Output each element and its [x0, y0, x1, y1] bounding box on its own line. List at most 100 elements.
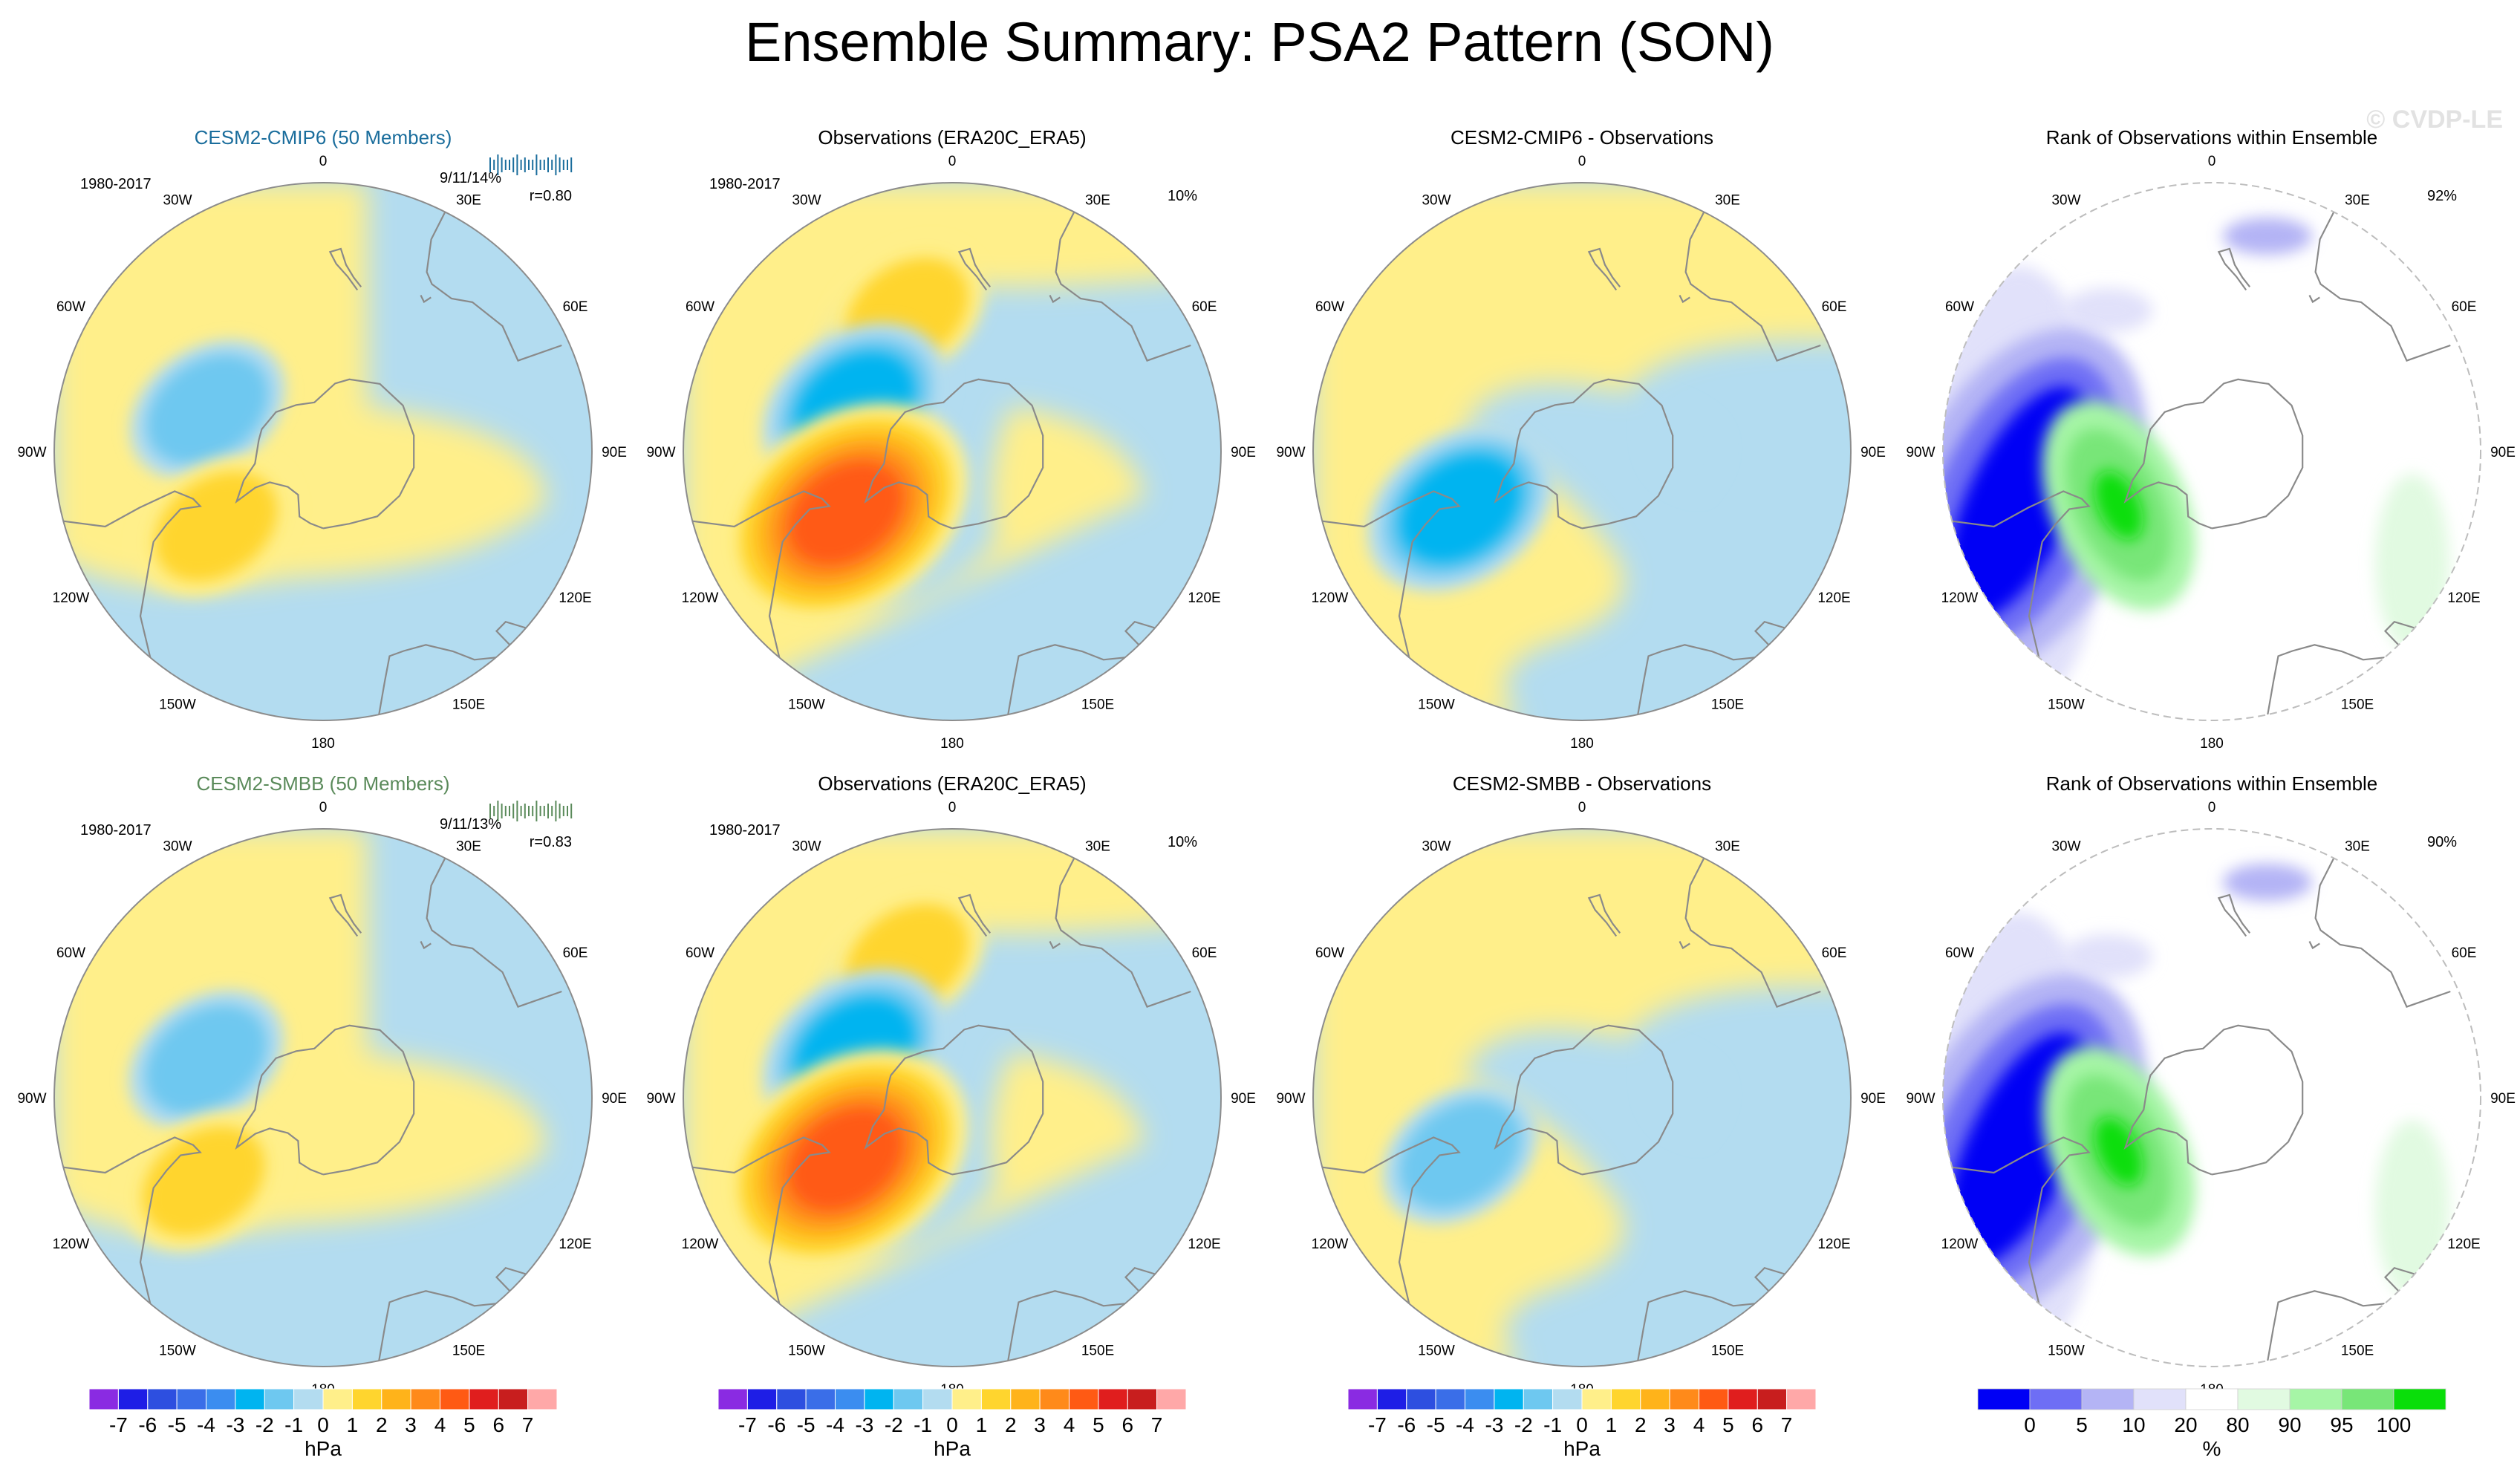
colorbar-swatch: [2133, 1388, 2187, 1410]
panel-title: Observations (ERA20C_ERA5): [818, 126, 1086, 149]
colorbar-swatch: [1376, 1388, 1407, 1410]
colorbar-tick-label: -7: [1368, 1413, 1387, 1436]
coastlines: [1952, 858, 2451, 1361]
rank-band: [2375, 1120, 2449, 1298]
colorbar-tick-label: 100: [2377, 1413, 2412, 1436]
colorbar-swatch: [1156, 1388, 1187, 1410]
map-panel: 030E60E90E120E150E180150W120W90W60W30WCE…: [1276, 772, 1885, 1398]
colorbar-swatch: [746, 1388, 778, 1410]
panel-title: Rank of Observations within Ensemble: [2046, 772, 2378, 795]
coastline: [1049, 295, 1061, 304]
period-label: 1980-2017: [709, 822, 781, 838]
colorbar-tick-label: -6: [1397, 1413, 1416, 1436]
colorbar-swatch: [2289, 1388, 2342, 1410]
lon-label: 0: [948, 154, 957, 169]
correlation-label: r=0.80: [530, 188, 572, 204]
coastline: [1952, 490, 2091, 658]
colorbar-swatch: [980, 1388, 1012, 1410]
colorbar-swatch: [527, 1388, 558, 1410]
coastline: [63, 490, 202, 658]
lon-label: 120E: [559, 590, 591, 606]
lon-label: 150E: [1081, 697, 1114, 713]
colorbar-swatch: [381, 1388, 411, 1410]
colorbar-swatch: [293, 1388, 324, 1410]
map-panel: 030E60E90E120E150E180150W120W90W60W30WCE…: [1276, 126, 1885, 752]
colorbar-tick-label: -5: [797, 1413, 815, 1436]
colorbar-swatch: [1756, 1388, 1788, 1410]
colorbar-tick-label: -6: [138, 1413, 157, 1436]
low-south-america-contour: [146, 354, 270, 465]
lon-label: 30E: [1085, 193, 1110, 209]
positive-region: [683, 829, 1221, 1367]
lon-label: 30W: [2051, 193, 2080, 209]
colorbar-swatch: [835, 1388, 865, 1410]
lon-label: 90E: [2490, 445, 2516, 460]
lon-label: 150E: [2341, 697, 2374, 713]
low-amundsen-contour: [1399, 1099, 1522, 1210]
lon-label: 30W: [1422, 193, 1451, 209]
colorbar-tick-label: 90: [2278, 1413, 2301, 1436]
colorbar-swatch: [206, 1388, 236, 1410]
positive-area: [683, 829, 1221, 1367]
lon-label: 60E: [1822, 945, 1847, 961]
colorbar-tick-label: 0: [317, 1413, 329, 1436]
colorbar-tick-label: 0: [946, 1413, 958, 1436]
lon-label: 0: [1578, 800, 1586, 815]
lon-label: 150E: [1711, 697, 1744, 713]
coastline: [1587, 247, 1621, 291]
lon-label: 30W: [163, 839, 192, 855]
coastline: [1754, 1266, 1785, 1292]
coastline: [692, 490, 831, 658]
lon-label: 180: [940, 736, 964, 752]
colorbar-tick-label: 7: [522, 1413, 534, 1436]
colorbar-tick-label: -5: [1427, 1413, 1445, 1436]
colorbar-swatch: [264, 1388, 295, 1410]
lon-label: 30E: [2345, 839, 2370, 855]
lon-label: 90W: [1276, 1091, 1305, 1107]
figure-title: Ensemble Summary: PSA2 Pattern (SON): [745, 11, 1774, 73]
colorbar-swatch: [1728, 1388, 1758, 1410]
map-boundary: [53, 182, 593, 721]
colorbar-tick-label: 80: [2226, 1413, 2249, 1436]
coastline: [495, 1266, 527, 1292]
coastline: [426, 858, 562, 1008]
coastline: [2267, 1290, 2385, 1361]
colorbar-tick-label: 3: [1034, 1413, 1046, 1436]
colorbar-tick-label: -2: [1514, 1413, 1533, 1436]
colorbar-tick-label: -7: [109, 1413, 128, 1436]
colorbar-swatch: [1610, 1388, 1641, 1410]
coastline: [2383, 1266, 2415, 1292]
coastline: [420, 941, 432, 950]
positive-region: [683, 183, 1221, 720]
colorbar-tick-label: 20: [2174, 1413, 2197, 1436]
stats-label: 90%: [2427, 834, 2457, 850]
colorbar-swatch: [717, 1388, 748, 1410]
lon-label: 90E: [1860, 445, 1886, 460]
high-amundsen-contour: [788, 1107, 903, 1211]
colorbar-tick-label: 1: [976, 1413, 988, 1436]
colorbar-tick-label: 4: [1693, 1413, 1705, 1436]
coastline: [235, 378, 415, 530]
lon-label: 0: [319, 154, 328, 169]
coastline: [2267, 644, 2385, 715]
colorbar-swatch: [2081, 1388, 2135, 1410]
colorbar-swatch: [440, 1388, 470, 1410]
colorbar-swatch: [88, 1388, 119, 1410]
coastline: [426, 212, 562, 362]
coastline: [2217, 247, 2251, 291]
lon-label: 120E: [559, 1237, 591, 1252]
coastline: [63, 1136, 202, 1304]
coastline: [2217, 893, 2251, 937]
colorbar-tick-label: 0: [1576, 1413, 1588, 1436]
coastline: [1679, 295, 1690, 304]
coastline: [495, 620, 527, 646]
lon-label: 120W: [1941, 590, 1979, 606]
colorbar-swatch: [1669, 1388, 1700, 1410]
colorbar-tick-label: 5: [2076, 1413, 2088, 1436]
lon-label: 90E: [602, 1091, 627, 1107]
high-rank-amundsen-contour: [2094, 470, 2143, 541]
panel-title: Rank of Observations within Ensemble: [2046, 126, 2378, 149]
map-boundary: [1312, 828, 1852, 1367]
lon-label: 60W: [1945, 299, 1974, 315]
lon-label: 90E: [2490, 1091, 2516, 1107]
